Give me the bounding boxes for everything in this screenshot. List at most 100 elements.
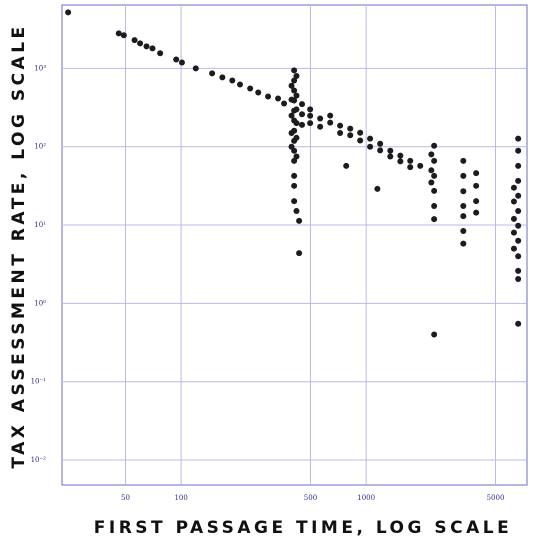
data-point bbox=[347, 132, 354, 139]
data-point bbox=[510, 245, 517, 252]
y-tick-label: 10⁰ bbox=[34, 299, 46, 307]
data-point bbox=[407, 157, 414, 164]
data-point bbox=[515, 320, 522, 327]
data-point bbox=[337, 122, 344, 129]
data-point bbox=[157, 50, 164, 57]
data-point bbox=[515, 177, 522, 184]
data-point bbox=[460, 213, 467, 220]
x-axis-title: FIRST PASSAGE TIME, LOG SCALE bbox=[94, 518, 512, 538]
data-point bbox=[192, 65, 199, 72]
data-point bbox=[460, 203, 467, 210]
data-point bbox=[377, 140, 384, 147]
data-point bbox=[407, 164, 414, 171]
data-point bbox=[317, 123, 324, 130]
data-point bbox=[343, 162, 350, 169]
x-tick-label: 50 bbox=[121, 494, 130, 502]
data-point bbox=[296, 250, 303, 257]
y-tick-label: 10¹ bbox=[34, 221, 46, 229]
data-point bbox=[397, 152, 404, 159]
data-point bbox=[460, 172, 467, 179]
data-point bbox=[296, 217, 303, 224]
data-point bbox=[460, 227, 467, 234]
data-point bbox=[293, 153, 300, 160]
data-point bbox=[510, 184, 517, 191]
data-point bbox=[473, 198, 480, 205]
y-tick-label: 10⁻¹ bbox=[31, 378, 47, 386]
data-point bbox=[275, 95, 282, 102]
y-tick-label: 10² bbox=[34, 143, 46, 151]
data-point bbox=[357, 137, 364, 144]
data-point bbox=[327, 119, 334, 126]
data-point bbox=[291, 67, 298, 74]
data-point bbox=[515, 253, 522, 260]
x-tick-label: 100 bbox=[174, 494, 187, 502]
data-point bbox=[431, 187, 438, 194]
data-point bbox=[131, 37, 138, 44]
data-point bbox=[431, 216, 438, 223]
data-point bbox=[288, 112, 295, 119]
data-point bbox=[515, 237, 522, 244]
data-point bbox=[431, 157, 438, 164]
data-point bbox=[299, 111, 306, 118]
data-point bbox=[387, 147, 394, 154]
data-point bbox=[307, 120, 314, 127]
x-tick-label: 500 bbox=[304, 494, 317, 502]
data-point bbox=[299, 101, 306, 108]
data-point bbox=[120, 32, 127, 39]
data-point bbox=[473, 170, 480, 177]
data-point bbox=[149, 45, 156, 52]
data-point bbox=[291, 77, 298, 84]
data-point bbox=[293, 72, 300, 79]
data-point bbox=[288, 143, 295, 150]
data-point bbox=[510, 198, 517, 205]
data-point bbox=[515, 208, 522, 215]
data-point bbox=[431, 142, 438, 149]
data-point bbox=[209, 70, 216, 77]
data-point bbox=[515, 267, 522, 274]
data-point bbox=[293, 120, 300, 127]
data-point bbox=[515, 222, 522, 229]
data-point bbox=[173, 56, 180, 63]
data-point bbox=[291, 87, 298, 94]
data-point bbox=[219, 74, 226, 81]
data-point bbox=[460, 157, 467, 164]
data-point bbox=[428, 151, 435, 158]
plot-frame bbox=[61, 4, 528, 486]
data-point bbox=[515, 147, 522, 154]
y-tick-label: 10⁻² bbox=[31, 456, 47, 464]
data-point bbox=[288, 82, 295, 89]
data-point bbox=[387, 153, 394, 160]
x-tick-label: 5000 bbox=[487, 494, 505, 502]
data-point bbox=[236, 81, 243, 88]
data-point bbox=[115, 30, 122, 37]
data-point bbox=[428, 167, 435, 174]
data-point bbox=[65, 9, 72, 16]
data-point bbox=[460, 240, 467, 247]
data-point bbox=[291, 198, 298, 205]
x-tick-label: 1000 bbox=[357, 494, 375, 502]
data-point bbox=[510, 229, 517, 236]
data-point bbox=[510, 215, 517, 222]
data-point bbox=[515, 275, 522, 282]
data-point bbox=[431, 331, 438, 338]
data-point bbox=[367, 143, 374, 150]
data-point bbox=[288, 129, 295, 136]
data-point bbox=[357, 129, 364, 136]
data-point bbox=[473, 209, 480, 216]
data-point bbox=[288, 96, 295, 103]
data-point bbox=[515, 192, 522, 199]
data-point bbox=[347, 125, 354, 132]
data-point bbox=[515, 162, 522, 169]
data-point bbox=[281, 100, 288, 107]
data-point bbox=[293, 92, 300, 99]
data-point bbox=[137, 40, 144, 47]
data-point bbox=[307, 106, 314, 113]
y-tick-label: 10³ bbox=[34, 64, 46, 72]
data-point bbox=[367, 135, 374, 142]
data-point bbox=[460, 188, 467, 195]
data-point bbox=[431, 203, 438, 210]
data-point bbox=[337, 129, 344, 136]
data-point bbox=[178, 59, 185, 66]
data-point bbox=[428, 179, 435, 186]
